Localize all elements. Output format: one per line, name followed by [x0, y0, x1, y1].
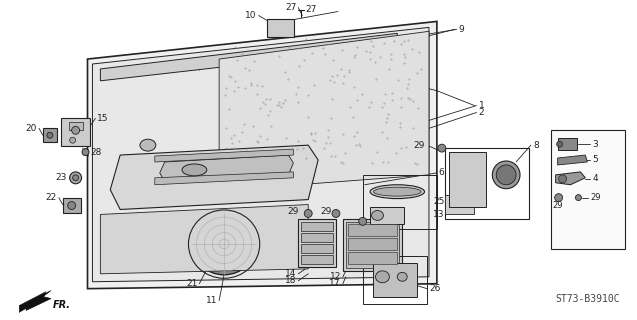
Ellipse shape: [557, 141, 562, 147]
Text: 3: 3: [592, 140, 598, 149]
Bar: [43, 128, 57, 142]
Text: 26: 26: [429, 284, 440, 293]
Text: 8: 8: [533, 141, 539, 150]
Text: ST73-B3910C: ST73-B3910C: [555, 293, 620, 304]
Bar: [301, 244, 333, 253]
Text: 21: 21: [186, 279, 197, 288]
Text: 6: 6: [439, 168, 445, 177]
Text: 11: 11: [206, 296, 217, 305]
Ellipse shape: [304, 210, 312, 217]
Polygon shape: [26, 291, 51, 310]
Text: 4: 4: [592, 174, 598, 183]
Bar: [343, 220, 402, 271]
Polygon shape: [155, 149, 294, 162]
Text: 27: 27: [285, 3, 296, 12]
Text: 13: 13: [433, 210, 445, 219]
Bar: [373, 263, 417, 297]
Bar: [445, 195, 475, 214]
Ellipse shape: [559, 175, 566, 183]
Bar: [348, 252, 397, 264]
Bar: [301, 255, 333, 264]
Ellipse shape: [370, 185, 424, 199]
Ellipse shape: [575, 195, 582, 201]
Text: 22: 22: [46, 193, 57, 202]
Polygon shape: [555, 172, 585, 185]
Bar: [448, 152, 487, 206]
Polygon shape: [87, 21, 437, 289]
Ellipse shape: [438, 144, 446, 152]
Ellipse shape: [69, 172, 82, 184]
Text: 29: 29: [590, 193, 601, 202]
Bar: [63, 198, 80, 213]
Bar: [61, 118, 90, 146]
Text: 2: 2: [478, 108, 484, 117]
Text: 23: 23: [55, 173, 67, 182]
Ellipse shape: [397, 272, 407, 281]
Bar: [369, 206, 404, 224]
Polygon shape: [101, 204, 308, 274]
Ellipse shape: [140, 139, 156, 151]
Bar: [298, 220, 336, 267]
Ellipse shape: [182, 164, 207, 176]
Ellipse shape: [496, 165, 516, 185]
Ellipse shape: [69, 137, 76, 143]
Bar: [557, 138, 577, 150]
Text: 12: 12: [329, 272, 341, 281]
Polygon shape: [155, 172, 294, 185]
Text: 10: 10: [245, 11, 257, 20]
Ellipse shape: [73, 175, 78, 181]
Ellipse shape: [71, 126, 80, 134]
Text: 5: 5: [592, 156, 598, 164]
Text: 29: 29: [413, 141, 425, 150]
Text: 17: 17: [329, 279, 341, 288]
Text: 25: 25: [433, 197, 445, 206]
Polygon shape: [19, 292, 46, 312]
Ellipse shape: [371, 211, 383, 220]
Ellipse shape: [376, 271, 389, 283]
Bar: [348, 238, 397, 250]
Bar: [301, 233, 333, 242]
Polygon shape: [92, 28, 429, 282]
Text: 18: 18: [285, 276, 296, 285]
Bar: [346, 222, 399, 268]
Bar: [69, 122, 83, 130]
Bar: [348, 224, 397, 236]
Ellipse shape: [332, 210, 340, 217]
Text: 29: 29: [345, 230, 355, 239]
Ellipse shape: [47, 132, 53, 138]
Text: 1: 1: [478, 101, 484, 110]
Text: 29: 29: [287, 207, 298, 216]
Ellipse shape: [359, 217, 367, 225]
Text: 7: 7: [360, 223, 366, 232]
Ellipse shape: [82, 148, 89, 156]
Bar: [445, 148, 529, 220]
Text: 28: 28: [90, 148, 102, 156]
Polygon shape: [557, 155, 587, 165]
Text: 15: 15: [97, 114, 109, 123]
Bar: [267, 20, 294, 37]
Polygon shape: [219, 31, 429, 185]
Polygon shape: [110, 145, 318, 210]
Text: 10: 10: [282, 19, 294, 28]
Bar: [551, 130, 625, 249]
Bar: [301, 222, 333, 231]
Text: 27: 27: [305, 5, 317, 14]
Text: 9: 9: [459, 25, 464, 34]
Text: 14: 14: [285, 269, 296, 278]
Text: 29: 29: [320, 207, 332, 216]
Text: 29: 29: [553, 201, 563, 210]
Text: FR.: FR.: [53, 300, 71, 310]
Bar: [362, 256, 427, 303]
Ellipse shape: [555, 194, 562, 202]
Text: 20: 20: [25, 124, 37, 133]
Polygon shape: [101, 33, 397, 81]
Ellipse shape: [373, 187, 421, 196]
Ellipse shape: [492, 161, 520, 189]
Ellipse shape: [68, 202, 76, 210]
Ellipse shape: [192, 213, 256, 275]
Bar: [362, 175, 437, 229]
Polygon shape: [160, 155, 294, 182]
